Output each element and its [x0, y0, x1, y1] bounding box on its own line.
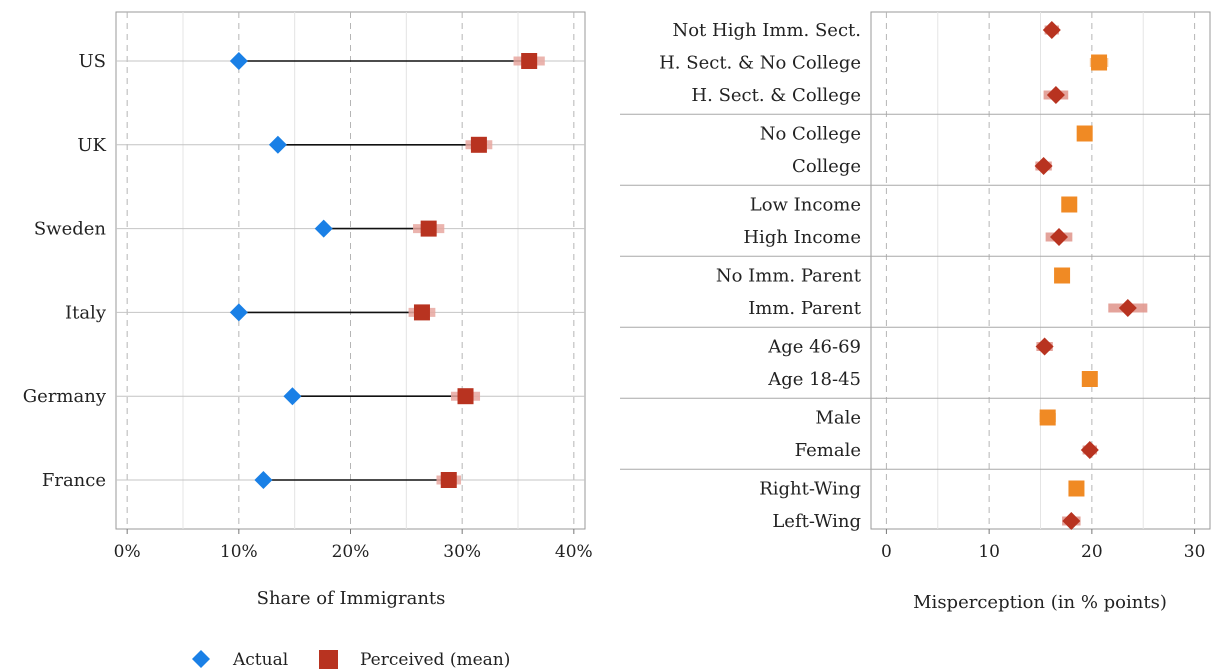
estimate-diamond-marker — [1034, 157, 1053, 175]
right-category-label: High Income — [743, 227, 861, 248]
estimate-diamond-marker — [1049, 228, 1068, 246]
estimate-square-marker — [1068, 480, 1085, 497]
right-category-label: H. Sect. & College — [691, 85, 861, 106]
perceived-marker — [440, 472, 457, 488]
estimate-square-marker — [1076, 125, 1093, 142]
estimate-diamond-marker — [1118, 299, 1137, 317]
actual-marker — [229, 52, 248, 70]
estimate-diamond-marker — [1042, 21, 1061, 39]
right-category-label: Imm. Parent — [748, 298, 862, 319]
right-category-label: Not High Imm. Sect. — [672, 20, 861, 41]
left-category-label: Italy — [65, 302, 107, 323]
right-category-label: No Imm. Parent — [716, 266, 862, 287]
legend-actual-marker — [192, 650, 210, 668]
actual-marker — [268, 135, 287, 154]
right-chart-panel: 0 10 20 30 Not High Imm. Sect. H. Sect. & No… — [620, 11, 1211, 613]
left-x-axis-label: Share of Immigrants — [257, 588, 446, 609]
legend-perceived-label: Perceived (mean) — [360, 650, 510, 670]
perceived-marker — [457, 388, 474, 405]
estimate-square-marker — [1054, 267, 1071, 284]
left-x-tick-label: 10% — [220, 542, 258, 562]
right-category-label: H. Sect. & No College — [659, 53, 861, 74]
left-x-tick-label: 0% — [114, 542, 141, 562]
right-x-tick-label: 30 — [1184, 542, 1206, 562]
legend: Actual Perceived (mean) — [192, 650, 510, 670]
right-category-label: Age 18-45 — [767, 369, 861, 390]
right-x-tick-label: 20 — [1081, 542, 1103, 562]
right-category-label: Male — [815, 408, 861, 429]
estimate-square-marker — [1039, 409, 1056, 426]
left-category-label: Germany — [23, 386, 107, 407]
estimate-square-marker — [1061, 196, 1078, 213]
perceived-marker — [420, 220, 437, 237]
actual-marker — [254, 471, 273, 489]
right-category-label: Low Income — [750, 195, 861, 216]
actual-marker — [314, 219, 333, 238]
perceived-marker — [470, 136, 487, 153]
right-category-label: No College — [760, 124, 861, 145]
right-grid — [620, 12, 1210, 529]
right-x-tick-label: 10 — [978, 542, 1000, 562]
left-grid — [116, 12, 585, 529]
perceived-marker — [413, 304, 430, 321]
right-x-tick-label: 0 — [881, 542, 892, 562]
right-category-label: Age 46-69 — [767, 337, 861, 358]
legend-actual-label: Actual — [232, 650, 288, 670]
right-marks — [1034, 21, 1148, 530]
left-x-ticks: 0% 10% 20% 30% 40% — [114, 529, 593, 562]
estimate-square-marker — [1081, 371, 1098, 387]
right-x-axis-label: Misperception (in % points) — [913, 592, 1167, 613]
right-x-ticks: 0 10 20 30 — [881, 529, 1205, 562]
estimate-diamond-marker — [1062, 512, 1081, 530]
legend-perceived-marker — [319, 650, 338, 669]
estimate-diamond-marker — [1035, 337, 1054, 356]
right-category-label: College — [792, 156, 861, 177]
right-category-labels: Not High Imm. Sect. H. Sect. & No College… — [659, 20, 862, 532]
right-category-label: Left-Wing — [772, 511, 861, 532]
right-category-label: Right-Wing — [759, 479, 861, 500]
left-category-labels: US UK Sweden Italy Germany France — [23, 51, 107, 491]
left-category-label: US — [78, 51, 106, 72]
left-x-tick-label: 40% — [555, 542, 593, 562]
left-category-label: Sweden — [34, 219, 107, 240]
left-category-label: UK — [77, 135, 106, 156]
perceived-marker — [521, 53, 538, 69]
actual-marker — [283, 387, 302, 406]
left-category-label: France — [42, 470, 106, 491]
estimate-diamond-marker — [1046, 86, 1065, 104]
right-category-label: Female — [795, 440, 861, 461]
estimate-square-marker — [1091, 54, 1108, 71]
actual-marker — [229, 303, 248, 322]
left-marks — [229, 52, 545, 489]
left-x-tick-label: 30% — [443, 542, 481, 562]
left-x-tick-label: 20% — [332, 542, 370, 562]
estimate-diamond-marker — [1080, 441, 1099, 459]
left-chart-panel: 0% 10% 20% 30% 40% US UK Sweden Italy Germany Fra… — [23, 11, 593, 609]
